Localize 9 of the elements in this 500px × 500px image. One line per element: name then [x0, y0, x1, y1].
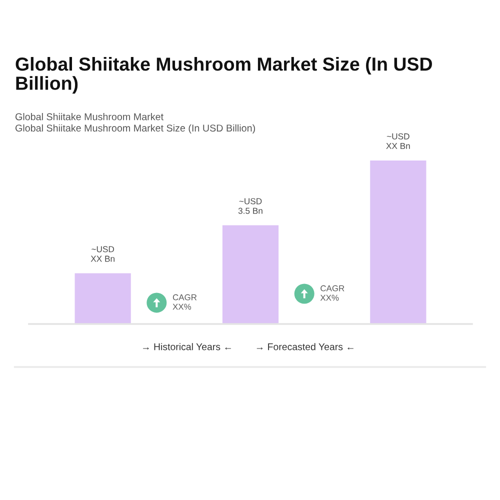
data-label: ~USD XX Bn [386, 133, 410, 149]
chart-title: Global Shiitake Mushroom Market Size (In USD Billion) [16, 57, 432, 94]
annotation: CAGR XX% [172, 294, 197, 310]
text: → Historical Years ← [143, 343, 231, 350]
annotation: CAGR XX% [320, 285, 344, 301]
data-label: ~USD 3.5 Bn [238, 198, 262, 214]
chart-subtitle: Global Shiitake Mushroom Market Global Shiitake Mushroom Market Size (In USD Billion) [15, 113, 255, 134]
data-label: ~USD XX Bn [90, 246, 114, 262]
text: → Forecasted Years ← [256, 343, 354, 350]
